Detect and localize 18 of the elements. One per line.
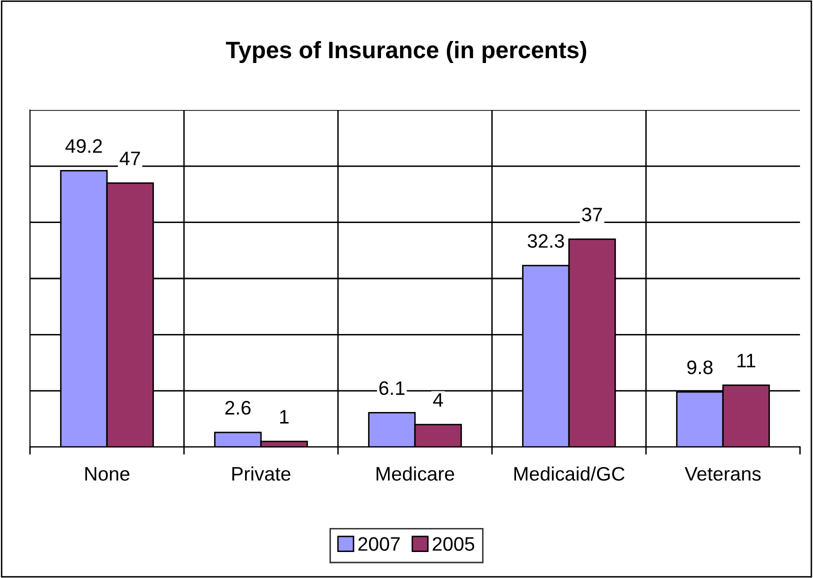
x-tick-label: Medicaid/GC [514,466,624,481]
x-tick-label: Medicare [376,466,454,481]
x-tick-label: Private [232,466,290,481]
data-label: 4 [433,393,443,407]
data-label: 6.1 [379,381,404,396]
data-label: 47 [120,152,140,166]
x-tick-label: None [85,467,130,481]
data-label: 1 [280,410,289,424]
data-label: 11 [737,354,756,368]
data-label: 49.2 [65,139,102,153]
data-label: 37 [582,208,602,222]
data-label: 2.6 [225,400,251,415]
x-tick-label: Veterans [684,467,761,481]
data-label: 9.8 [687,360,713,374]
data-label: 32.3 [528,234,564,248]
chart-title: Types of Insurance (in percents) [226,40,586,64]
legend-label: 2005 [432,537,474,551]
legend-label: 2007 [358,537,400,551]
